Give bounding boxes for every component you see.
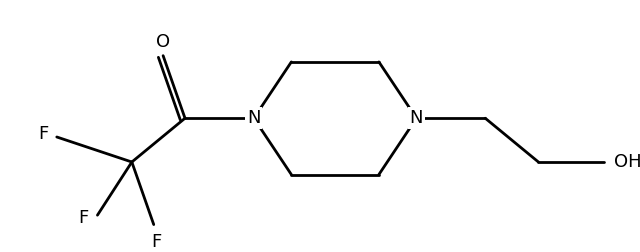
Text: O: O [156, 33, 170, 51]
Text: F: F [79, 209, 89, 227]
Text: OH: OH [614, 153, 640, 171]
Text: F: F [38, 125, 48, 143]
Text: N: N [247, 109, 260, 127]
Text: N: N [410, 109, 423, 127]
Text: F: F [152, 233, 162, 251]
